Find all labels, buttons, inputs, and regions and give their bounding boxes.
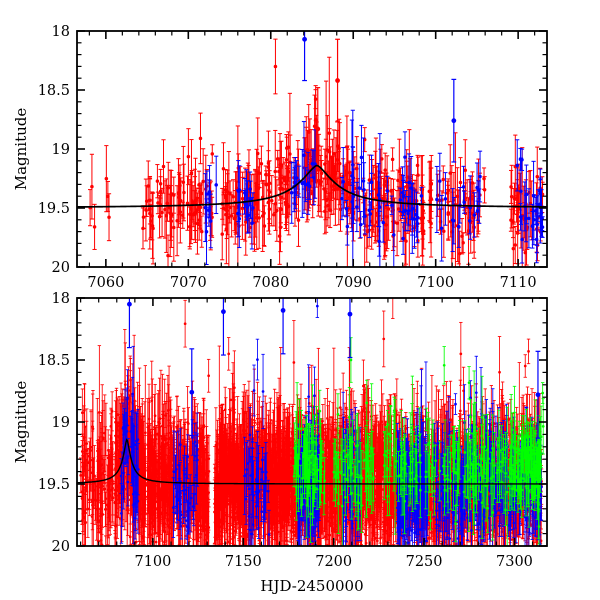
- ytick-label: 19.5: [38, 201, 70, 217]
- ytick-label: 20: [52, 260, 70, 276]
- series-blue-band: [203, 109, 545, 267]
- ytick-label: 18: [52, 24, 70, 40]
- tick-labels: 7100 7150 7200 7250 7300 18 18.5 19 19.5 20: [38, 291, 533, 570]
- model-curve: [77, 164, 547, 208]
- x-axis-label: HJD-2450000: [260, 577, 363, 595]
- ytick-label: 20: [52, 539, 70, 555]
- series-green-band: [292, 337, 545, 546]
- ytick-label: 18.5: [38, 353, 70, 369]
- model-curve: [77, 438, 547, 485]
- data-layer: [77, 31, 547, 267]
- ytick-label: 19: [52, 142, 70, 158]
- panel-bottom: 7100 7150 7200 7250 7300 18 18.5 19 19.5 20 Magnit…: [12, 291, 548, 595]
- y-axis-label: Magnitude: [12, 381, 30, 464]
- xtick-label: 7060: [87, 275, 124, 291]
- xtick-label: 7110: [500, 275, 537, 291]
- xtick-label: 7090: [335, 275, 372, 291]
- xtick-label: 7070: [170, 275, 207, 291]
- xtick-label: 7080: [252, 275, 289, 291]
- ytick-label: 19: [52, 415, 70, 431]
- xtick-label: 7300: [496, 554, 533, 570]
- xtick-label: 7250: [406, 554, 443, 570]
- notable-points: [127, 298, 541, 439]
- ytick-label: 18.5: [38, 83, 70, 99]
- tick-labels: 7060 7070 7080 7090 7100 7110 18 18.5 19 19.5 20: [38, 24, 537, 291]
- axis-ticks: [77, 30, 547, 268]
- axis-ticks: [77, 297, 547, 547]
- series-red-band: [87, 38, 545, 267]
- xtick-label: 7200: [315, 554, 352, 570]
- y-axis-label: Magnitude: [12, 108, 30, 191]
- xtick-label: 7100: [417, 275, 454, 291]
- ytick-label: 18: [52, 291, 70, 307]
- xtick-label: 7100: [134, 554, 171, 570]
- ytick-label: 19.5: [38, 477, 70, 493]
- panel-top: 7060 7070 7080 7090 7100 7110 18 18.5 19 19.5 20 Ma…: [12, 24, 548, 291]
- xtick-label: 7150: [225, 554, 262, 570]
- data-layer: [77, 298, 547, 546]
- notable-points: [302, 31, 457, 171]
